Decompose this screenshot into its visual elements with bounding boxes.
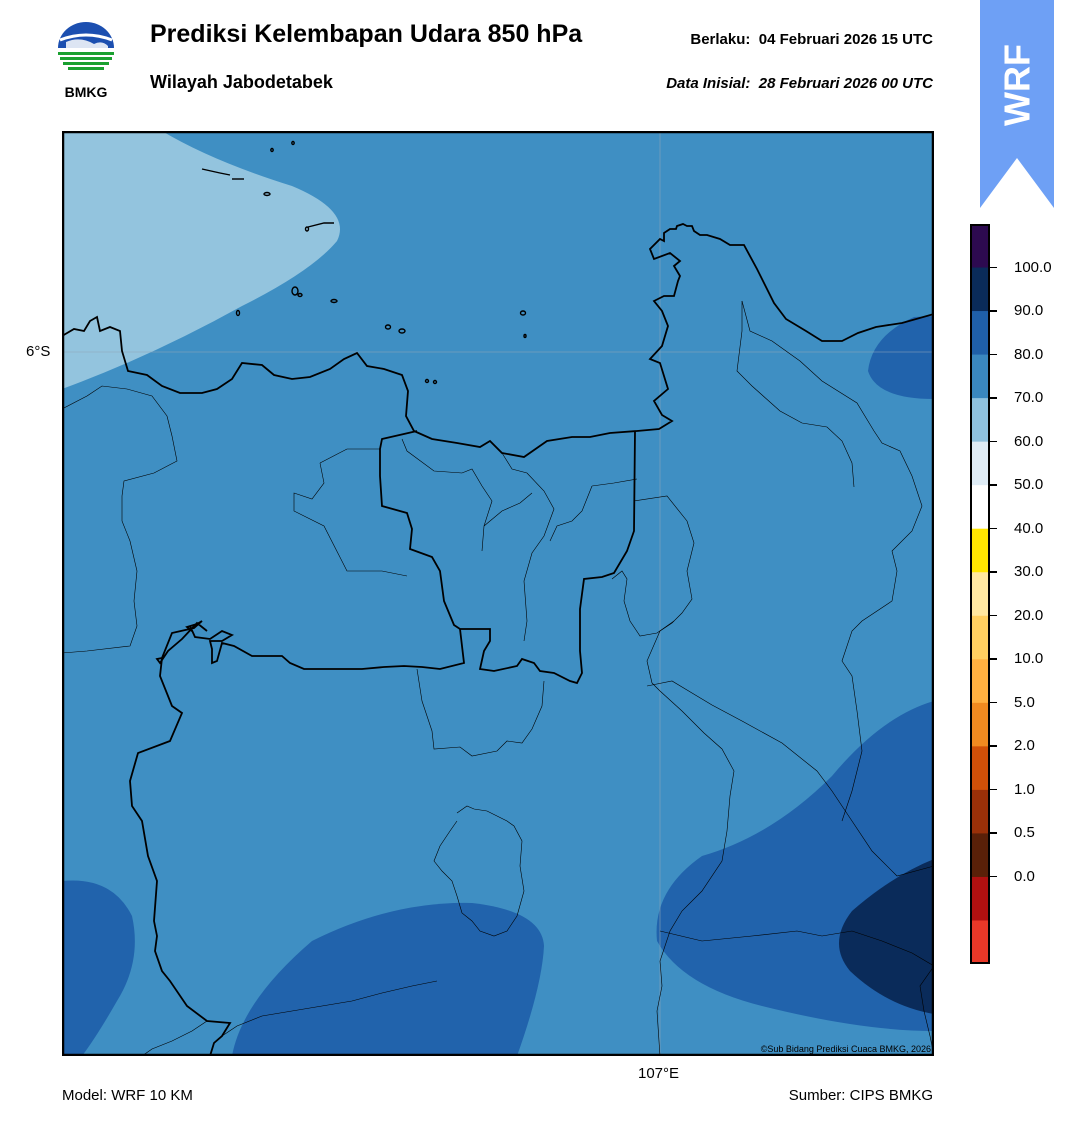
colorbar-segment bbox=[970, 833, 990, 878]
colorbar-tick-label: 0.5 bbox=[1014, 824, 1035, 842]
colorbar-tick-label: 50.0 bbox=[1014, 476, 1044, 494]
humidity-zone-80-90-east bbox=[868, 316, 934, 399]
colorbar bbox=[970, 224, 990, 965]
colorbar-tick bbox=[990, 484, 997, 486]
bmkg-logo-icon bbox=[50, 18, 122, 102]
colorbar-tick-label: 20.0 bbox=[1014, 606, 1044, 624]
colorbar-segment bbox=[970, 354, 990, 399]
colorbar-segment bbox=[970, 572, 990, 617]
wrf-badge bbox=[980, 0, 1054, 210]
model-info: Model: WRF 10 KM bbox=[62, 1087, 193, 1104]
colorbar-tick bbox=[990, 440, 997, 443]
colorbar-tick-label: 2.0 bbox=[1014, 737, 1035, 755]
humidity-zone-80-90-southwest bbox=[62, 880, 135, 1056]
colorbar-segment bbox=[970, 485, 990, 530]
logo-text: BMKG bbox=[64, 84, 108, 100]
colorbar-segment bbox=[970, 615, 990, 660]
colorbar-segment bbox=[970, 920, 990, 965]
colorbar-tick-label: 5.0 bbox=[1014, 693, 1035, 711]
colorbar-segment bbox=[970, 746, 990, 791]
coastline bbox=[62, 223, 934, 458]
valid-time: Berlaku: 04 Februari 2026 15 UTC bbox=[690, 31, 933, 48]
map-canvas bbox=[61, 130, 935, 1057]
copyright-text: ©Sub Bidang Prediksi Cuaca BMKG, 2026 bbox=[760, 1044, 931, 1054]
initial-time-value: 28 Februari 2026 00 UTC bbox=[758, 75, 933, 92]
colorbar-tick-label: 30.0 bbox=[1014, 563, 1044, 581]
province-boundary-jakarta bbox=[379, 430, 636, 685]
colorbar-segment bbox=[970, 528, 990, 573]
valid-time-value: 04 Februari 2026 15 UTC bbox=[758, 31, 933, 48]
colorbar-segment bbox=[970, 702, 990, 747]
colorbar-tick bbox=[990, 614, 997, 617]
page-subtitle: Wilayah Jabodetabek bbox=[150, 72, 333, 92]
colorbar-tick bbox=[990, 875, 997, 878]
colorbar-tick bbox=[990, 310, 997, 312]
colorbar-segment bbox=[970, 224, 990, 269]
colorbar-tick-label: 80.0 bbox=[1014, 345, 1044, 363]
page-title: Prediksi Kelembapan Udara 850 hPa bbox=[150, 20, 583, 48]
initial-time: Data Inisial: 28 Februari 2026 00 UTC bbox=[666, 75, 933, 92]
humidity-zone-80-90-south bbox=[232, 902, 544, 1056]
colorbar-tick bbox=[990, 701, 997, 704]
humidity-map bbox=[61, 130, 935, 1057]
colorbar-tick bbox=[990, 571, 997, 573]
regency-boundaries bbox=[62, 300, 934, 1056]
colorbar-segment bbox=[970, 876, 990, 921]
province-boundary-banten bbox=[129, 657, 232, 1056]
colorbar-tick-label: 100.0 bbox=[1014, 258, 1052, 276]
colorbar-tick-label: 70.0 bbox=[1014, 389, 1044, 407]
colorbar-segment bbox=[970, 789, 990, 834]
wrf-badge-text: WRF bbox=[980, 30, 1054, 140]
valid-time-label: Berlaku: bbox=[690, 31, 751, 48]
latitude-label: 6°S bbox=[26, 343, 51, 360]
colorbar-tick bbox=[990, 397, 997, 399]
colorbar-tick bbox=[990, 832, 997, 834]
map-frame bbox=[61, 130, 935, 1057]
colorbar-tick-label: 60.0 bbox=[1014, 432, 1044, 450]
colorbar-tick bbox=[990, 353, 997, 356]
colorbar-tick bbox=[990, 658, 997, 660]
colorbar-segment bbox=[970, 659, 990, 704]
colorbar-tick-label: 1.0 bbox=[1014, 780, 1035, 798]
colorbar-segment bbox=[970, 441, 990, 486]
colorbar-segment bbox=[970, 311, 990, 356]
wrf-label: WRF bbox=[997, 44, 1038, 126]
colorbar-tick bbox=[990, 788, 997, 791]
longitude-label: 107°E bbox=[638, 1065, 680, 1082]
source-info: Sumber: CIPS BMKG bbox=[788, 1087, 933, 1104]
colorbar-segment bbox=[970, 267, 990, 312]
colorbar-tick bbox=[990, 527, 997, 530]
humidity-zone-60-70 bbox=[62, 131, 340, 389]
humidity-zone-90-100 bbox=[838, 859, 934, 1014]
islands bbox=[201, 140, 527, 385]
colorbar-segment bbox=[970, 398, 990, 443]
colorbar-tick-label: 0.0 bbox=[1014, 867, 1035, 885]
initial-time-label: Data Inisial: bbox=[666, 75, 751, 92]
colorbar-tick bbox=[990, 745, 997, 747]
colorbar-tick-label: 10.0 bbox=[1014, 650, 1044, 668]
colorbar-tick-label: 40.0 bbox=[1014, 519, 1044, 537]
colorbar-tick-label: 90.0 bbox=[1014, 302, 1044, 320]
colorbar-tick bbox=[990, 266, 997, 269]
